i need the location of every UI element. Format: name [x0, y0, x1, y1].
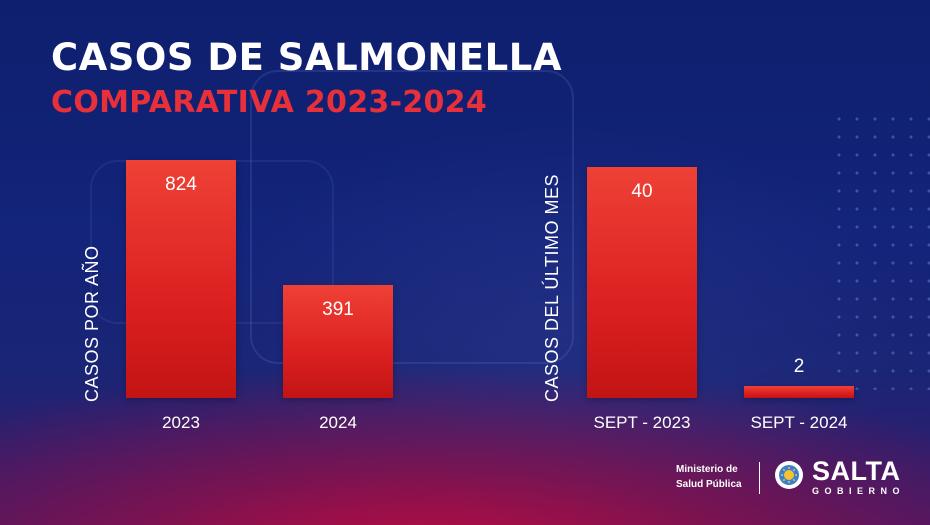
bar [126, 160, 236, 398]
data-label: 40 [631, 181, 653, 202]
salta-sun-icon [775, 461, 803, 489]
data-label: 391 [322, 299, 354, 321]
x-tick-label: SEPT - 2024 [750, 413, 848, 432]
ministry-label: Ministerio de Salud Pública [676, 462, 742, 492]
x-tick-label: SEPT - 2023 [593, 413, 691, 432]
bar [744, 386, 854, 398]
decorative-dot-grid [830, 110, 930, 390]
chart-subtitle: COMPARATIVA 2023-2024 [51, 85, 488, 120]
data-label: 2 [793, 356, 805, 377]
x-tick-label: 2024 [319, 413, 357, 432]
data-label: 824 [165, 174, 197, 195]
decorative-frame [250, 70, 574, 364]
brand-logo-text: SALTA [812, 456, 901, 486]
y-axis-label: CASOS DEL ÚLTIMO MES [542, 173, 562, 402]
brand-logo-subtext: GOBIERNO [812, 486, 906, 496]
ministry-line-2: Salud Pública [676, 479, 742, 490]
footer-divider [759, 462, 760, 494]
y-axis-label: CASOS POR AÑO [82, 245, 102, 402]
ministry-line-1: Ministerio de [676, 464, 738, 475]
bar [587, 167, 697, 398]
x-tick-label: 2023 [162, 413, 200, 432]
chart-title: CASOS DE SALMONELLA [51, 36, 562, 79]
bar [283, 285, 393, 398]
